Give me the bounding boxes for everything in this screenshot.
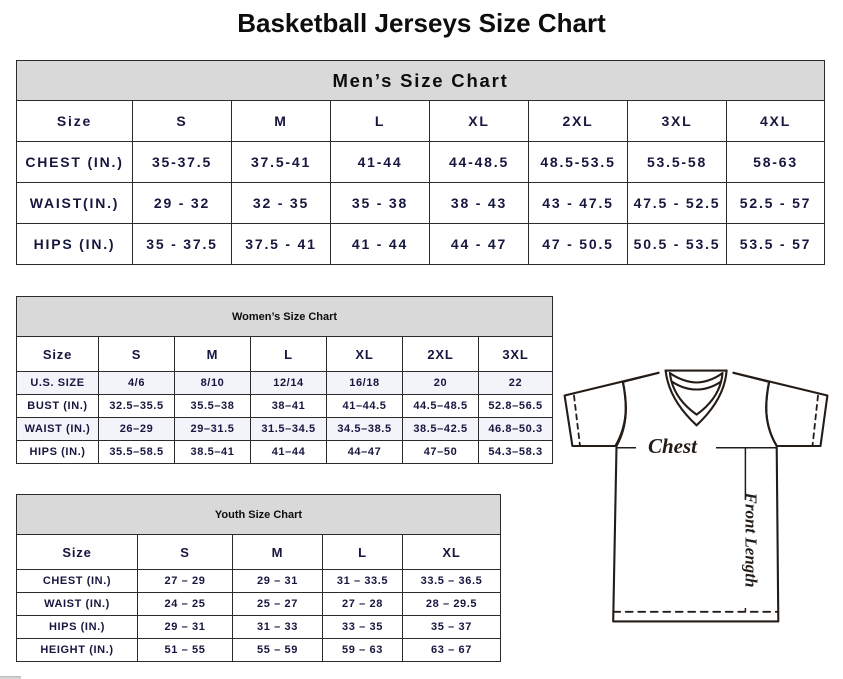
svg-text:Chest: Chest	[648, 434, 698, 458]
svg-text:Front Length: Front Length	[741, 492, 760, 588]
